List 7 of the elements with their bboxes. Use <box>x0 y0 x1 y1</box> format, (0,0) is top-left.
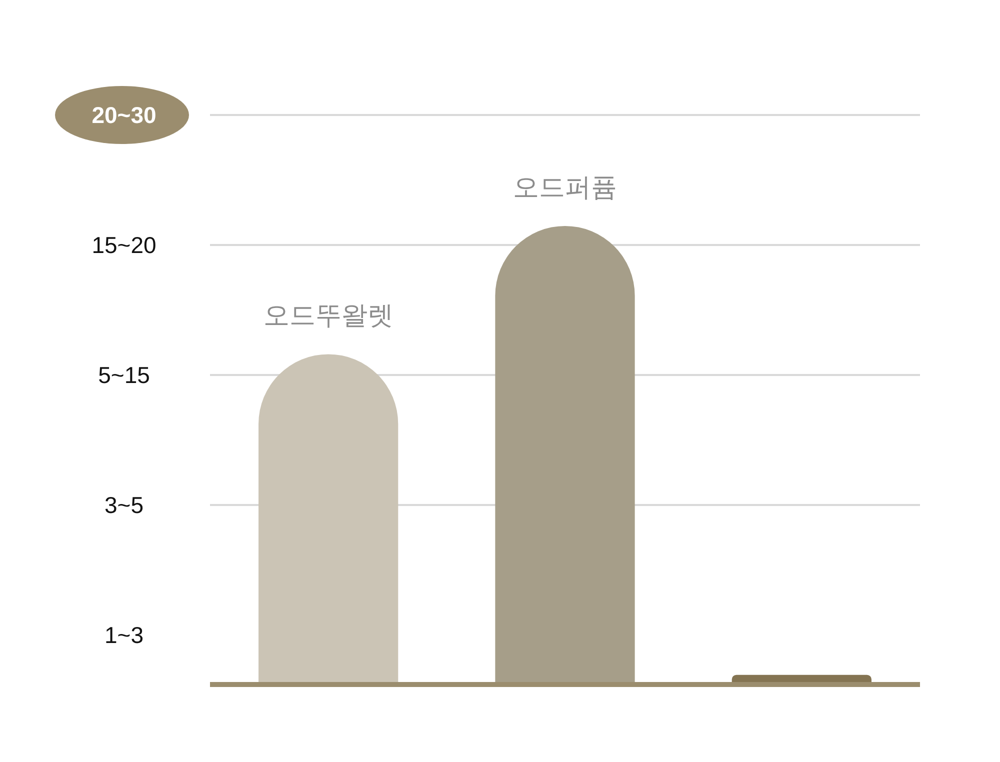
x-tick-label: 오드뚜왈렛 <box>263 300 394 330</box>
x-tick-label: 오드퍼퓸 <box>513 172 617 202</box>
text: 1~3 <box>104 622 144 648</box>
text: 15~20 <box>92 232 156 258</box>
text: 5~15 <box>98 362 150 388</box>
text: 3~5 <box>104 492 144 518</box>
text: 20~30 <box>92 102 156 128</box>
